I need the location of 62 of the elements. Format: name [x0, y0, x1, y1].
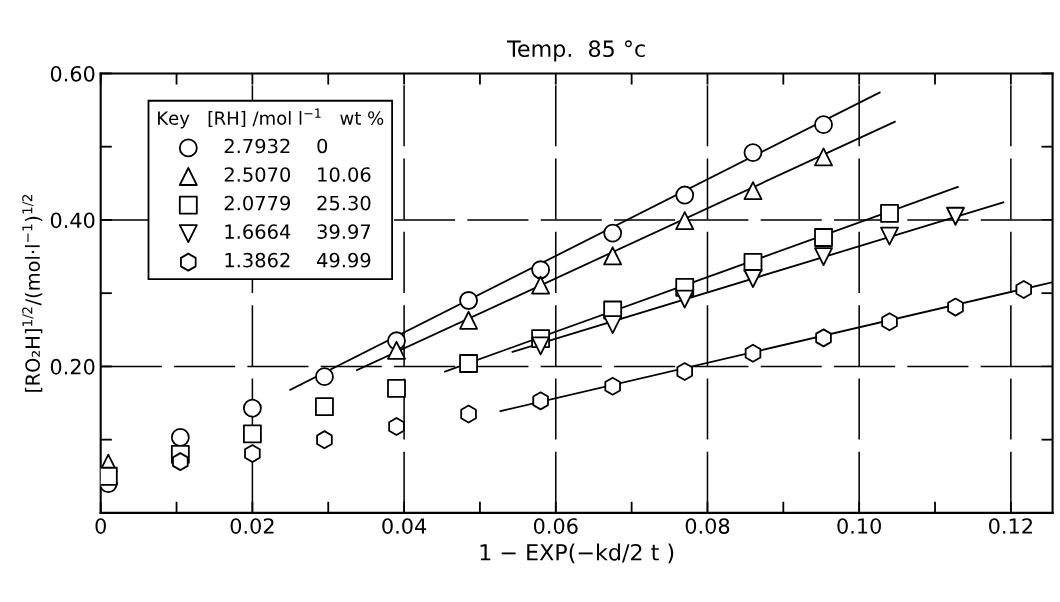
point: [242, 424, 262, 444]
point: [947, 297, 964, 317]
point: [815, 328, 832, 348]
point: [1015, 280, 1033, 299]
x-tick-label: 0.02: [230, 518, 274, 534]
x-tick-label: 0.06: [533, 518, 578, 534]
point: [675, 211, 695, 231]
point: [387, 378, 406, 398]
legend-label: 1.6664 39.97: [225, 224, 371, 239]
point: [459, 310, 478, 330]
point: [603, 315, 623, 335]
y-tick-label: 0.60: [50, 65, 95, 82]
point: [675, 289, 695, 309]
point: [316, 430, 333, 450]
point: [100, 466, 118, 486]
legend-label: 2.5070 10.06: [224, 167, 371, 182]
point: [388, 417, 405, 436]
y-tick-label: 0.40: [50, 212, 95, 229]
legend-label: 1.3862 49.99: [225, 252, 371, 268]
point: [459, 354, 478, 373]
point: [880, 226, 899, 246]
point: [743, 269, 763, 288]
legend-label: 2.7932 0: [224, 138, 328, 154]
point: [604, 376, 621, 396]
point: [531, 336, 551, 356]
x-tick-label: 0.10: [837, 518, 881, 534]
x-tick-label: 0.04: [382, 518, 427, 534]
point: [172, 452, 189, 472]
point: [315, 397, 334, 417]
point: [814, 147, 833, 167]
point: [743, 181, 763, 201]
point: [387, 340, 406, 360]
legend-label: 2.0779 25.30: [224, 195, 371, 211]
x-tick-label: 0: [95, 518, 106, 534]
point: [242, 398, 262, 418]
point: [315, 367, 334, 387]
point: [170, 428, 190, 447]
point: [675, 185, 695, 205]
y-axis-title: [RO₂H]$^{1/2}$/(mol·l$^{−1}$)$^{1/2}$: [22, 194, 43, 392]
point: [676, 362, 693, 381]
point: [814, 247, 833, 266]
point: [531, 275, 551, 295]
point: [946, 206, 965, 226]
point: [814, 115, 833, 135]
point: [244, 444, 261, 463]
point: [532, 391, 549, 411]
text: Key [RH] /mol l$^{−1}$ wt %: [158, 108, 384, 129]
point: [743, 143, 763, 162]
point: [603, 223, 623, 243]
point: [814, 228, 833, 247]
point: [880, 203, 899, 223]
x-axis-title: 1 − EXP(−kd/2 t ): [480, 543, 674, 564]
point: [460, 404, 477, 424]
y-tick-label: 0.20: [50, 358, 95, 375]
x-tick-label: 0.12: [989, 518, 1032, 534]
point: [744, 343, 762, 363]
point: [459, 291, 478, 310]
point: [881, 312, 898, 332]
x-tick-label: 0.08: [685, 518, 730, 534]
point: [603, 246, 623, 266]
point: [531, 260, 551, 280]
chart-title: Temp. 85 °c: [507, 40, 645, 62]
